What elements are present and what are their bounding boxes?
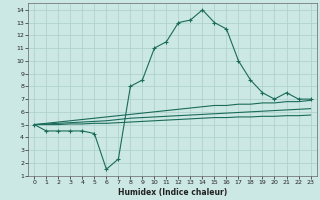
X-axis label: Humidex (Indice chaleur): Humidex (Indice chaleur) (118, 188, 227, 197)
